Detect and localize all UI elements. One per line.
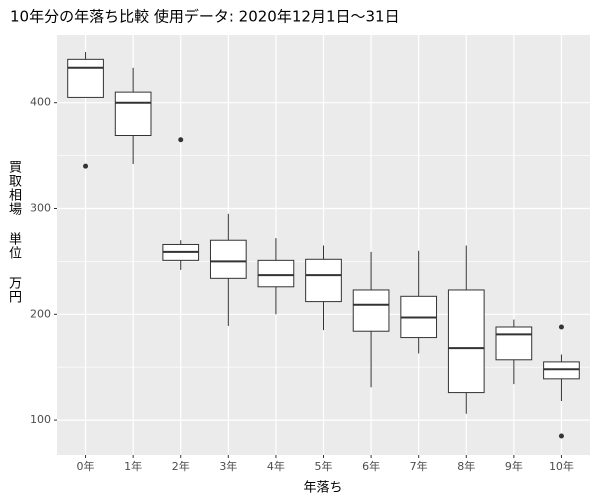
x-tick-label: 2年 (172, 459, 190, 473)
box (114, 91, 152, 137)
x-tick-label: 4年 (267, 459, 285, 473)
x-tick-label: 7年 (410, 459, 428, 473)
outlier (83, 163, 89, 169)
x-tick-label: 8年 (457, 459, 475, 473)
box (543, 361, 580, 380)
y-tick-label: 200 (30, 307, 51, 320)
y-tick-label: 400 (30, 96, 51, 109)
box (352, 289, 390, 332)
outlier (178, 137, 184, 143)
box (209, 239, 247, 279)
outlier (558, 324, 564, 330)
y-tick-label: 100 (30, 413, 51, 426)
x-tick-label: 1年 (124, 459, 142, 473)
box (257, 259, 295, 288)
chart-title: 10年分の年落ち比較 使用データ: 2020年12月1日～31日 (10, 8, 400, 26)
y-tick-label: 300 (30, 202, 51, 215)
x-tick-label: 6年 (362, 459, 380, 473)
box (495, 326, 533, 361)
box (447, 289, 485, 394)
x-tick-label: 9年 (505, 459, 523, 473)
box (67, 58, 104, 98)
x-tick-label: 0年 (77, 459, 95, 473)
x-tick-label: 10年 (549, 459, 574, 473)
box (305, 258, 342, 303)
y-axis-title: 買取相場 単位 万円 (6, 160, 21, 304)
outlier (558, 433, 564, 439)
x-tick-label: 3年 (219, 459, 237, 473)
x-tick-label: 5年 (315, 459, 333, 473)
x-axis-title: 年落ち (303, 481, 342, 496)
